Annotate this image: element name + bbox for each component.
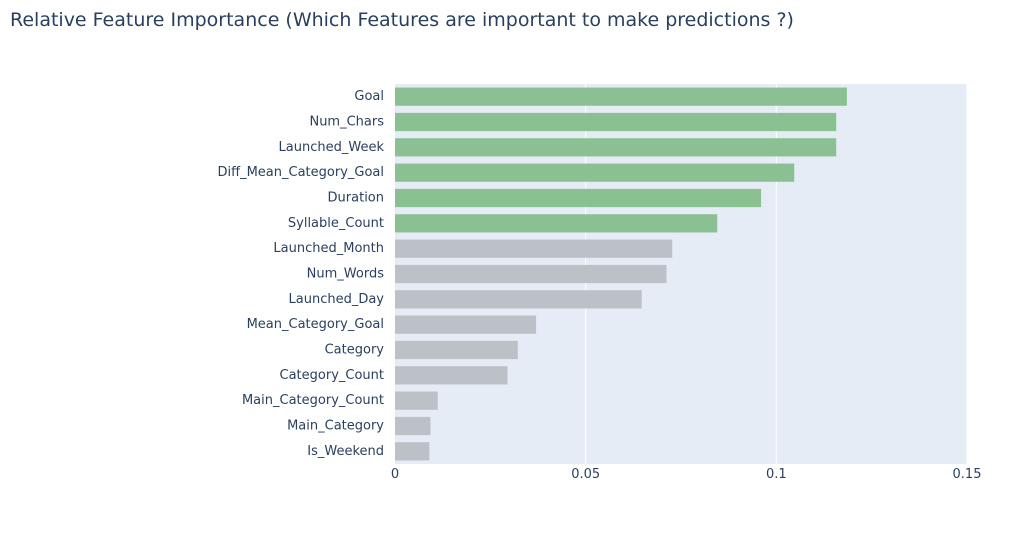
y-tick-label-launched-month: Launched_Month xyxy=(273,241,384,256)
bar-num-words xyxy=(395,264,667,284)
bar-launched-day xyxy=(395,290,642,309)
bar-main-category-count xyxy=(395,391,438,410)
y-tick-label-diff-mean-category-goal: Diff_Mean_Category_Goal xyxy=(218,165,385,180)
x-tick-label-0: 0 xyxy=(391,467,399,482)
bar-syllable-count xyxy=(395,214,718,233)
x-tick-label-3: 0.15 xyxy=(953,467,982,482)
y-tick-label-goal: Goal xyxy=(354,89,384,104)
bar-launched-week xyxy=(395,138,837,157)
y-tick-label-category-count: Category_Count xyxy=(280,368,385,383)
y-tick-label-launched-day: Launched_Day xyxy=(289,292,385,307)
bar-goal xyxy=(395,87,847,106)
y-tick-label-duration: Duration xyxy=(328,191,384,206)
bar-duration xyxy=(395,188,762,208)
bar-diff-mean-category-goal xyxy=(395,163,795,182)
y-axis-labels: Goal Num_Chars Launched_Week Diff_Mean_Cate… xyxy=(218,89,385,459)
x-axis-labels: 0 0.05 0.1 0.15 xyxy=(391,467,982,482)
bar-category-count xyxy=(395,366,508,385)
bars xyxy=(395,87,847,461)
bar-category xyxy=(395,340,518,360)
y-tick-label-syllable-count: Syllable_Count xyxy=(288,216,384,231)
x-tick-label-1: 0.05 xyxy=(571,467,600,482)
x-tick-label-2: 0.1 xyxy=(766,467,787,482)
bar-main-category xyxy=(395,416,431,436)
bar-num-chars xyxy=(395,112,837,132)
y-tick-label-main-category-count: Main_Category_Count xyxy=(242,393,384,408)
y-tick-label-main-category: Main_Category xyxy=(287,419,384,434)
y-tick-label-num-words: Num_Words xyxy=(307,267,385,282)
chart-title: Relative Feature Importance (Which Featu… xyxy=(10,9,794,31)
bar-is-weekend xyxy=(395,442,430,461)
bar-launched-month xyxy=(395,239,673,258)
bar-mean-category-goal xyxy=(395,315,537,334)
y-tick-label-launched-week: Launched_Week xyxy=(279,140,385,155)
y-tick-label-num-chars: Num_Chars xyxy=(309,115,384,130)
y-tick-label-category: Category xyxy=(325,343,385,358)
y-tick-label-is-weekend: Is_Weekend xyxy=(307,444,384,459)
y-tick-label-mean-category-goal: Mean_Category_Goal xyxy=(247,317,384,332)
